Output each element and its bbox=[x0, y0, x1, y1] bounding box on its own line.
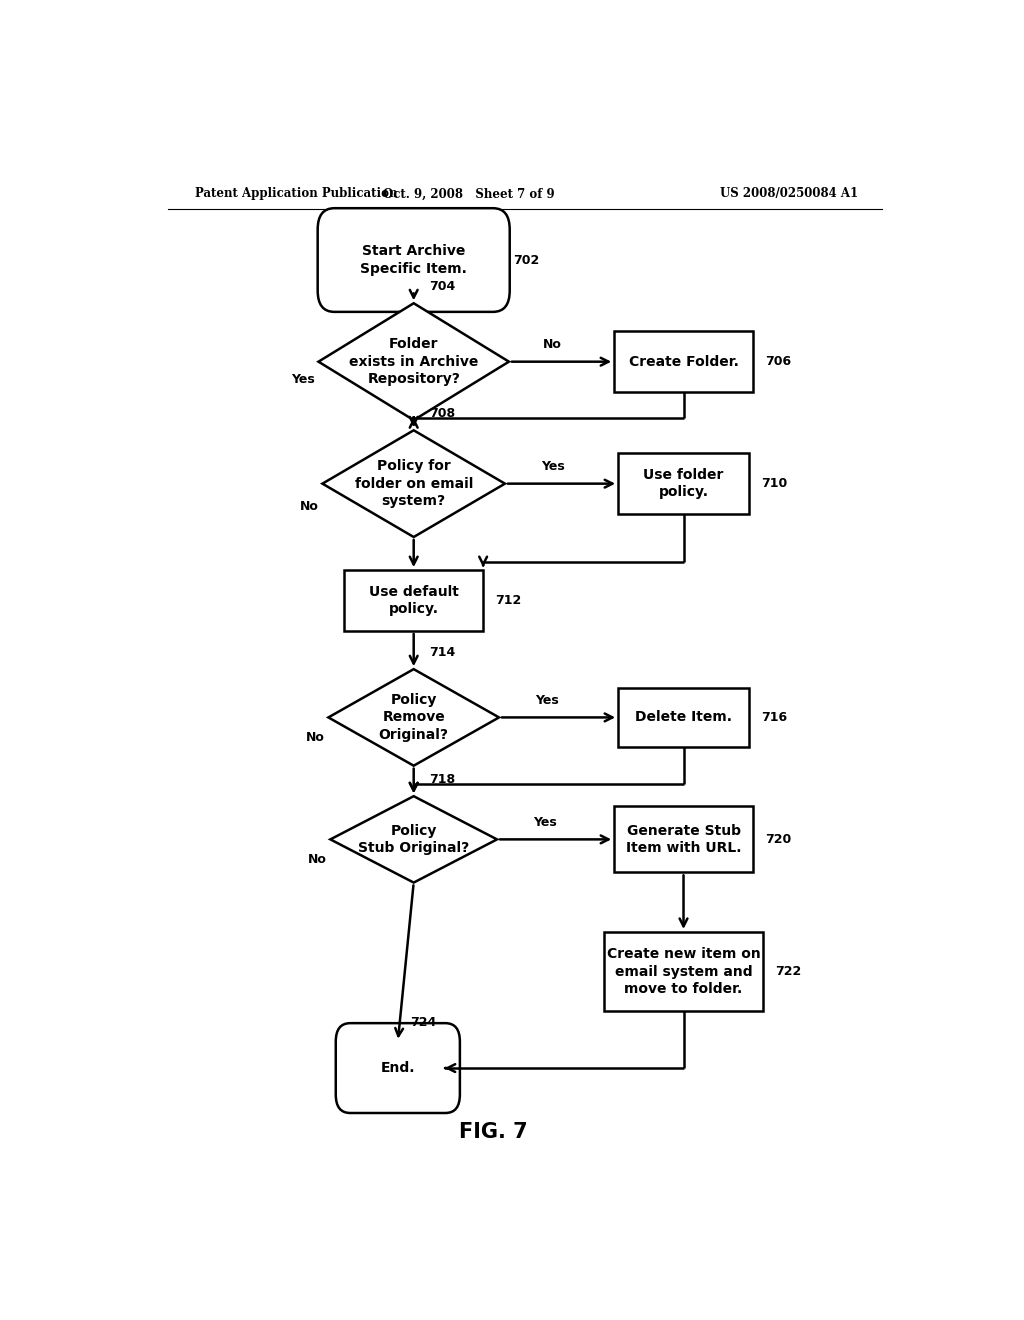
Text: 724: 724 bbox=[410, 1016, 436, 1030]
Text: No: No bbox=[305, 731, 325, 744]
Text: Yes: Yes bbox=[532, 816, 556, 829]
Text: No: No bbox=[543, 338, 562, 351]
Text: 714: 714 bbox=[430, 645, 456, 659]
Text: 708: 708 bbox=[430, 407, 456, 420]
Text: 718: 718 bbox=[430, 774, 456, 785]
Bar bbox=[618, 688, 749, 747]
Polygon shape bbox=[318, 304, 509, 420]
Text: 720: 720 bbox=[765, 833, 792, 846]
Text: Patent Application Publication: Patent Application Publication bbox=[196, 187, 398, 201]
Text: 722: 722 bbox=[775, 965, 801, 978]
Text: Folder
exists in Archive
Repository?: Folder exists in Archive Repository? bbox=[349, 338, 478, 385]
Polygon shape bbox=[329, 669, 499, 766]
Text: Start Archive
Specific Item.: Start Archive Specific Item. bbox=[360, 244, 467, 276]
Text: 704: 704 bbox=[430, 280, 456, 293]
Text: Delete Item.: Delete Item. bbox=[635, 710, 732, 725]
Bar bbox=[344, 570, 483, 631]
Text: Policy
Remove
Original?: Policy Remove Original? bbox=[379, 693, 449, 742]
Text: FIG. 7: FIG. 7 bbox=[459, 1122, 527, 1142]
Text: 710: 710 bbox=[761, 477, 787, 490]
FancyBboxPatch shape bbox=[317, 209, 510, 312]
Text: 712: 712 bbox=[495, 594, 521, 607]
Text: Yes: Yes bbox=[291, 374, 314, 387]
Text: No: No bbox=[300, 499, 318, 512]
Text: Create Folder.: Create Folder. bbox=[629, 355, 738, 368]
Bar bbox=[618, 453, 749, 515]
Polygon shape bbox=[331, 796, 497, 883]
Bar bbox=[614, 807, 753, 873]
Text: Yes: Yes bbox=[541, 459, 564, 473]
Text: 706: 706 bbox=[765, 355, 791, 368]
Text: Create new item on
email system and
move to folder.: Create new item on email system and move… bbox=[606, 948, 761, 995]
Text: Policy for
folder on email
system?: Policy for folder on email system? bbox=[354, 459, 473, 508]
Text: Use default
policy.: Use default policy. bbox=[369, 585, 459, 616]
Bar bbox=[614, 331, 753, 392]
Polygon shape bbox=[323, 430, 505, 537]
Text: 716: 716 bbox=[761, 711, 787, 723]
Text: Use folder
policy.: Use folder policy. bbox=[643, 469, 724, 499]
Text: US 2008/0250084 A1: US 2008/0250084 A1 bbox=[720, 187, 858, 201]
Text: Generate Stub
Item with URL.: Generate Stub Item with URL. bbox=[626, 824, 741, 855]
Text: Oct. 9, 2008   Sheet 7 of 9: Oct. 9, 2008 Sheet 7 of 9 bbox=[383, 187, 555, 201]
FancyBboxPatch shape bbox=[336, 1023, 460, 1113]
Text: Yes: Yes bbox=[535, 693, 558, 706]
Text: No: No bbox=[307, 853, 327, 866]
Bar bbox=[604, 932, 763, 1011]
Text: Policy
Stub Original?: Policy Stub Original? bbox=[358, 824, 469, 855]
Text: End.: End. bbox=[381, 1061, 415, 1074]
Text: 702: 702 bbox=[513, 253, 540, 267]
